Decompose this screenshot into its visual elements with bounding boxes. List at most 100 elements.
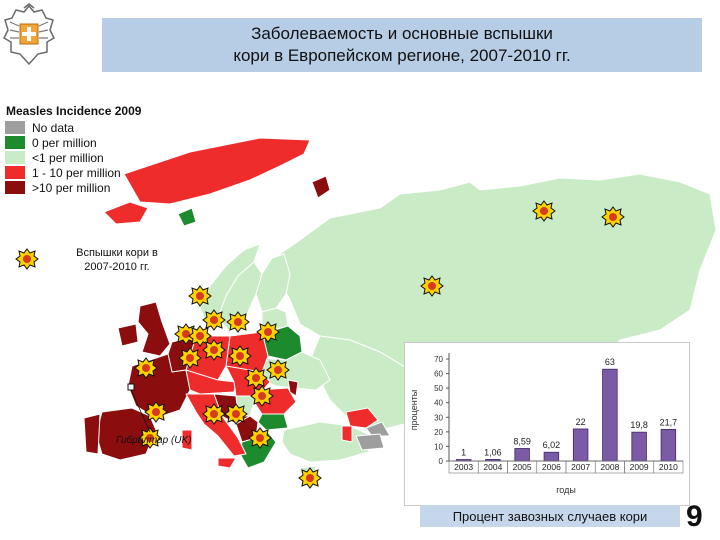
outbreak-marker [202,403,226,425]
legend-swatch [4,180,26,195]
legend-label: 0 per million [32,135,97,150]
bar-value-label: 19,8 [630,420,648,430]
legend-swatch [4,120,26,135]
country-sicily [217,457,237,469]
y-tick-label: 0 [439,457,444,466]
y-tick-label: 10 [434,442,443,451]
outbreak-marker [601,206,625,228]
legend-item: <1 per million [4,150,194,165]
slide-title: Заболеваемость и основные вспышки кори в… [102,18,702,72]
legend-label: 1 - 10 per million [32,165,121,180]
outbreak-marker [248,427,272,449]
x-tick-label: 2003 [454,462,473,472]
bar [631,431,647,462]
legend-label: <1 per million [32,150,104,165]
y-tick-label: 30 [434,413,443,422]
y-tick-label: 40 [434,399,443,408]
bar-chart-svg: 0 10 20 30 40 50 60 70 проценты 1 2003 1,06 2004 8,59… [409,353,684,495]
legend-title: Measles Incidence 2009 [6,104,142,118]
legend-item: 0 per million [4,135,194,150]
y-tick-label: 20 [434,428,443,437]
y-tick-label: 50 [434,384,443,393]
bar [514,448,530,462]
title-line-2: кори в Европейском регионе, 2007-2010 гг… [233,46,571,65]
bar-value-label: 22 [576,417,586,427]
country-iceland [103,201,149,225]
outbreak-marker [144,401,168,423]
country-arctic-russia-red [123,137,311,205]
country-moldova [287,379,299,397]
outbreak-marker [178,347,202,369]
bar-value-label: 1,06 [484,447,502,457]
bar [543,451,560,462]
legend-item: 1 - 10 per million [4,165,194,180]
x-tick-label: 2007 [571,462,590,472]
bar [660,428,677,462]
y-axis-title: проценты [409,390,419,431]
outbreak-marker [188,285,212,307]
outbreak-marker [266,359,290,381]
outbreak-marker [202,309,226,331]
country-azerbaijan [365,421,391,437]
country-ireland [117,323,139,347]
outbreak-marker [532,200,556,222]
bar-value-label: 6,02 [543,440,561,450]
country-near-east-grey [355,433,385,451]
country-sardinia [181,429,193,451]
legend-swatch [4,165,26,180]
legend-label: No data [32,120,75,135]
outbreak-marker [228,345,252,367]
outbreak-marker [224,403,248,425]
country-switzerland-austria [185,369,237,395]
country-bulgaria [257,413,289,431]
outbreak-marker [250,385,274,407]
x-axis-title: годы [556,485,576,495]
country-uk [137,301,171,357]
outbreak-marker [244,367,268,389]
legend-item: No data [4,120,194,135]
outbreak-marker [226,311,250,333]
map-legend: Measles Incidence 2009 No data 0 per mil… [4,104,194,195]
bar-value-label: 63 [605,357,615,367]
y-tick-label: 60 [434,370,443,379]
title-line-1: Заболеваемость и основные вспышки [251,24,553,43]
x-tick-label: 2004 [483,462,502,472]
x-tick-label: 2010 [659,462,678,472]
outbreak-legend-label: Вспышки кори в 2007-2010 гг. [76,247,158,273]
outbreak-legend-icon [15,248,39,270]
outbreak-marker [134,357,158,379]
country-italy [185,393,247,457]
gibraltar-leader-line [130,389,151,433]
country-caucasus [345,407,379,429]
country-svalbard-green [177,207,197,227]
country-portugal [83,413,101,455]
bar-value-label: 8,59 [513,436,531,446]
outbreak-marker [420,275,444,297]
bar-value-label: 21,7 [660,417,678,427]
y-tick-label: 70 [434,355,443,364]
imported-cases-chart: 0 10 20 30 40 50 60 70 проценты 1 2003 1,06 2004 8,59… [404,342,690,506]
country-finland [255,253,291,313]
bar [602,368,618,462]
x-tick-label: 2008 [600,462,619,472]
x-category-cell [653,460,684,474]
outbreak-marker [298,467,322,489]
outbreak-legend: Вспышки кори в 2007-2010 гг. [14,244,174,274]
x-tick-label: 2009 [630,462,649,472]
gibraltar-marker [127,383,135,391]
outbreak-marker [202,339,226,361]
x-tick-label: 2006 [542,462,561,472]
legend-item: >10 per million [4,180,194,195]
outbreak-marker [256,321,280,343]
page-number: 9 [686,500,703,533]
bar [572,428,589,462]
outbreak-markers-layer [127,200,625,489]
gibraltar-label: Гибралтар (UK) [116,435,192,446]
legend-swatch [4,150,26,165]
legend-label: >10 per million [32,180,111,195]
country-arctic-island-dark [311,175,331,199]
bar-value-label: 1 [461,448,466,458]
eagle-emblem-icon [3,3,55,66]
country-israel [341,425,353,443]
